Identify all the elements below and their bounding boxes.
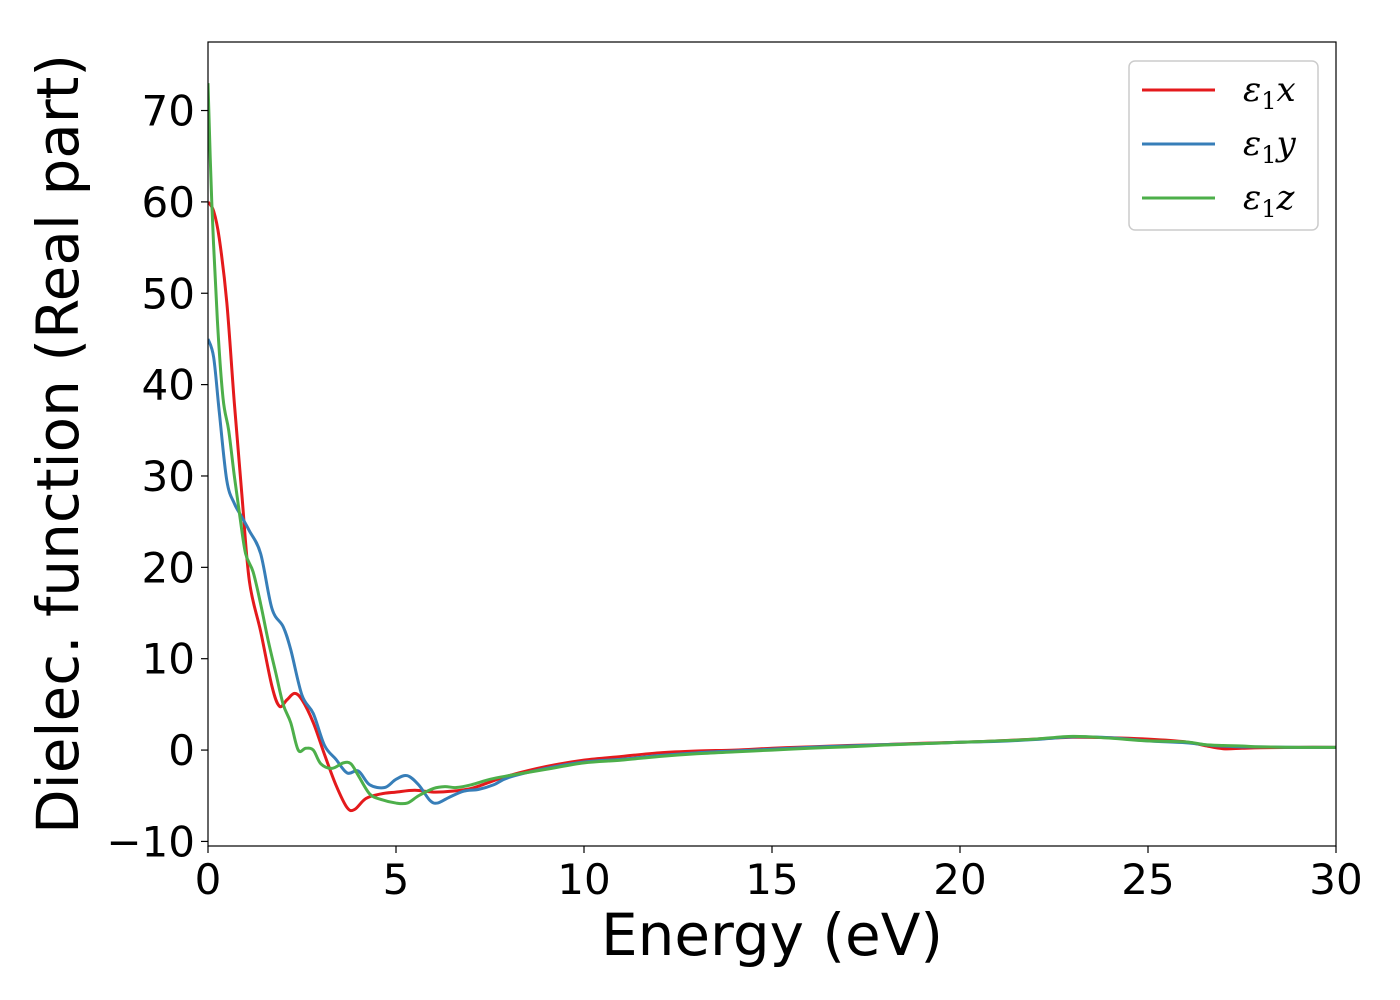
x-axis-label: Energy (eV) [601, 901, 943, 969]
y-tick-label: 50 [142, 269, 195, 318]
legend: ε1x ε1y ε1z [1128, 60, 1319, 231]
y-tick-label: 10 [142, 635, 195, 684]
x-tick-label: 30 [1309, 855, 1362, 904]
series-line-y [208, 338, 1336, 805]
x-tick-label: 15 [745, 855, 798, 904]
y-tick-label: −10 [106, 817, 195, 866]
x-tick-label: 10 [557, 855, 610, 904]
series-layer [208, 83, 1336, 813]
legend-label-y: ε1y [1243, 124, 1297, 169]
y-tick-label: 0 [168, 726, 195, 775]
y-tick-label: 30 [142, 452, 195, 501]
legend-box [1128, 60, 1319, 231]
x-tick-label: 0 [195, 855, 222, 904]
y-tick-label: 40 [142, 361, 195, 410]
series-line-x [208, 200, 1336, 813]
series-line-z [208, 83, 1336, 806]
legend-label-x: ε1x [1243, 70, 1296, 115]
y-axis-label: Dielec. function (Real part) [24, 54, 92, 834]
x-tick-label: 5 [383, 855, 410, 904]
x-tick-label: 25 [1121, 855, 1174, 904]
y-tick-label: 60 [142, 178, 195, 227]
x-tick-label: 20 [933, 855, 986, 904]
y-tick-label: 20 [142, 543, 195, 592]
legend-label-z: ε1z [1243, 178, 1296, 223]
y-tick-label: 70 [142, 87, 195, 136]
